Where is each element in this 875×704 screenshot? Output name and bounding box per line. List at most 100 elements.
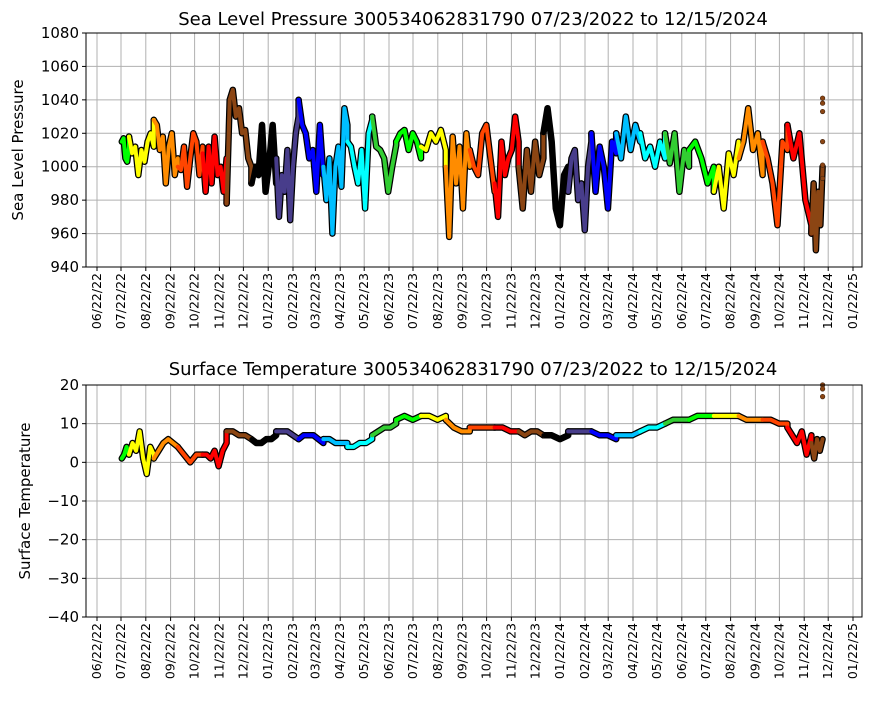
series-segment: [589, 429, 619, 442]
x-tick-label: 12/22/24: [820, 273, 835, 329]
x-tick-label: 05/22/23: [356, 623, 371, 679]
y-tick-label: 1000: [41, 158, 79, 176]
y-tick-label: 10: [60, 415, 79, 433]
x-tick-label: 10/22/23: [479, 623, 494, 679]
x-tick-label: 11/22/23: [503, 623, 518, 679]
x-tick-label: 06/22/23: [381, 623, 396, 679]
x-tick-label: 10/22/22: [187, 623, 202, 679]
x-tick-label: 08/22/23: [430, 273, 445, 329]
y-tick-label: −30: [47, 569, 79, 587]
y-tick-label: −10: [47, 492, 79, 510]
x-tick-label: 02/22/24: [577, 273, 592, 329]
x-tick-label: 09/22/23: [455, 623, 470, 679]
sea-level-pressure-panel: Sea Level Pressure 300534062831790 07/23…: [9, 9, 863, 329]
series-segment: [638, 131, 667, 169]
x-tick-label: 10/22/24: [771, 623, 786, 679]
x-tick-label: 01/22/25: [845, 273, 860, 329]
plot-frame: [85, 384, 863, 618]
series-segment: [321, 106, 350, 236]
x-tick-label: 01/22/24: [552, 273, 567, 329]
x-tick-label: 02/22/23: [285, 623, 300, 679]
series-segment: [249, 429, 279, 445]
y-tick-label: 1040: [41, 91, 79, 109]
x-tick-label: 09/22/23: [455, 273, 470, 329]
x-tick-label: 09/22/24: [747, 623, 762, 679]
series-segment: [370, 114, 399, 194]
x-tick-label: 03/22/24: [600, 623, 615, 679]
series-segment: [419, 127, 448, 169]
series-segment: [370, 417, 399, 438]
series-segment: [345, 114, 375, 211]
x-tick-label: 07/22/23: [405, 273, 420, 329]
x-tick-label: 11/22/23: [503, 273, 518, 329]
x-tick-label: 02/22/23: [285, 273, 300, 329]
x-tick-label: 05/22/23: [356, 273, 371, 329]
y-tick-label: −40: [47, 608, 79, 626]
x-tick-label: 11/22/24: [796, 273, 811, 329]
series-segment: [175, 444, 205, 465]
series-segment: [541, 106, 571, 228]
series-segment: [443, 417, 472, 434]
series-segment: [516, 131, 546, 211]
x-tick-label: 03/22/24: [600, 273, 615, 329]
series-segment: [200, 134, 229, 206]
x-tick-label: 06/22/24: [674, 273, 689, 329]
series-segment: [638, 421, 667, 434]
x-tick-label: 09/22/22: [163, 273, 178, 329]
x-tick-label: 06/22/22: [89, 273, 104, 329]
series-segment: [736, 106, 765, 178]
x-tick-label: 11/22/24: [796, 623, 811, 679]
series-segment: [760, 122, 790, 228]
series-segment: [566, 131, 594, 233]
series-segment: [127, 117, 156, 178]
data-point: [819, 386, 826, 392]
y-tick-label: 1020: [41, 124, 79, 142]
data-point: [819, 175, 826, 182]
x-tick-label: 05/22/24: [649, 623, 664, 679]
x-tick-label: 09/22/24: [747, 273, 762, 329]
series-segment: [516, 429, 546, 438]
x-tick-label: 10/22/22: [187, 273, 202, 329]
y-tick-label: 940: [50, 258, 79, 276]
x-tick-label: 07/22/24: [698, 623, 713, 679]
series-segment: [394, 413, 423, 422]
x-tick-label: 03/22/23: [307, 273, 322, 329]
y-axis-label: Surface Temperature: [16, 423, 34, 580]
x-tick-label: 07/22/22: [113, 623, 128, 679]
series-segment: [736, 413, 765, 422]
series-segment: [296, 97, 326, 194]
x-tick-label: 05/22/24: [649, 273, 664, 329]
series-segment: [541, 429, 571, 442]
y-tick-label: 20: [60, 376, 79, 394]
series-segment: [614, 429, 643, 438]
series-segment: [711, 139, 741, 211]
x-tick-label: 03/22/23: [307, 623, 322, 679]
y-tick-label: 1060: [41, 57, 79, 75]
y-tick-label: 980: [50, 191, 79, 209]
series-segment: [296, 433, 326, 445]
series-segment: [175, 131, 205, 189]
series-segment: [200, 429, 229, 469]
x-tick-label: 04/22/23: [332, 273, 347, 329]
x-tick-label: 04/22/23: [332, 623, 347, 679]
x-tick-label: 11/22/22: [211, 273, 226, 329]
x-tick-label: 12/22/22: [235, 273, 250, 329]
series-segment: [663, 131, 691, 194]
x-tick-label: 12/22/23: [527, 273, 542, 329]
series-segment: [809, 437, 825, 461]
chart-title: Sea Level Pressure 300534062831790 07/23…: [178, 9, 768, 30]
series-segment: [274, 429, 301, 442]
series-segment: [492, 425, 521, 434]
series-segment: [394, 127, 423, 161]
series-segment: [760, 417, 790, 430]
series-segment: [443, 131, 472, 239]
y-tick-label: 960: [50, 225, 79, 243]
x-tick-label: 04/22/24: [625, 623, 640, 679]
series-segment: [809, 164, 825, 253]
chart-title: Surface Temperature 300534062831790 07/2…: [169, 359, 778, 380]
series-segment: [785, 122, 814, 236]
x-tick-label: 07/22/23: [405, 623, 420, 679]
data-point: [819, 162, 826, 168]
x-tick-label: 10/22/24: [771, 273, 786, 329]
